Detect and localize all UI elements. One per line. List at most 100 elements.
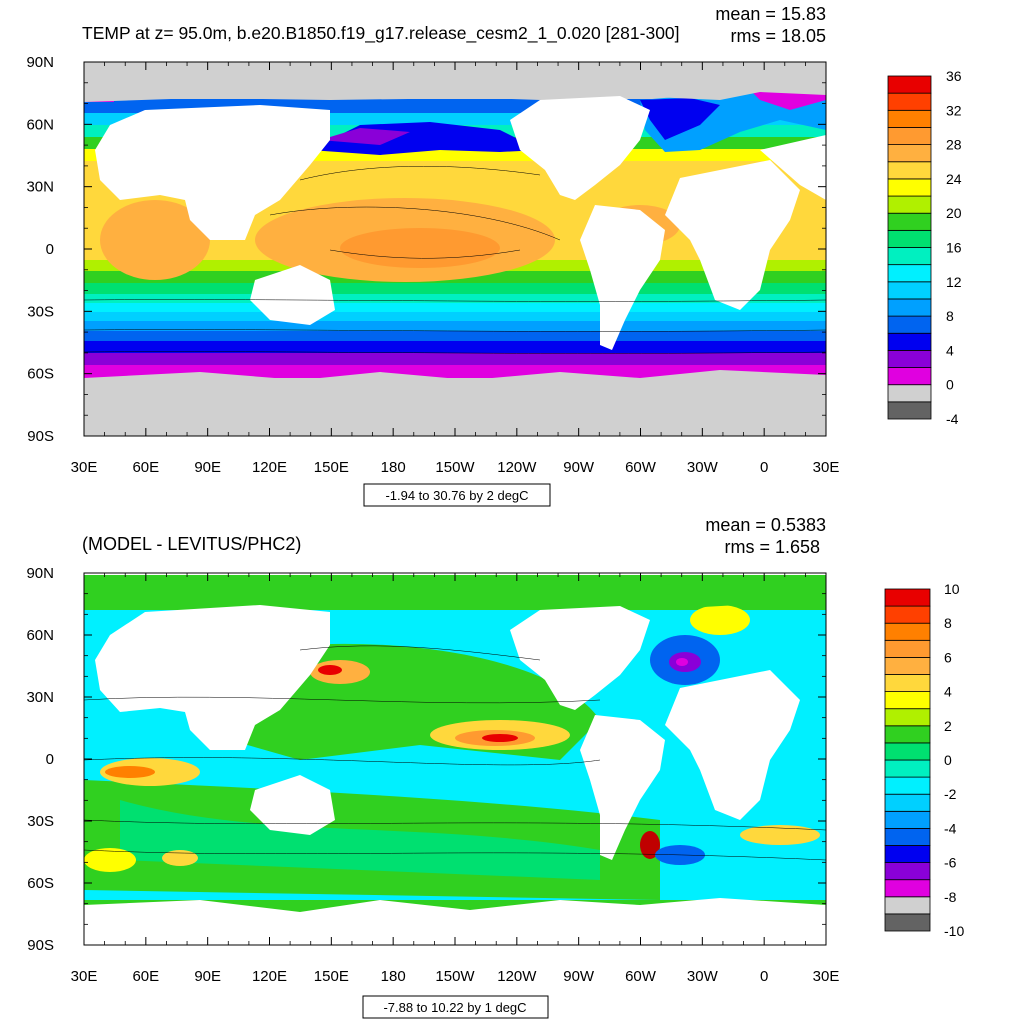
y-tick-label: 60N [26,116,54,133]
colorbar-box [887,264,932,283]
colorbar-box [884,674,931,693]
x-tick-label: 30E [813,968,840,985]
colorbar-box [884,639,931,658]
bottom-panel: (MODEL - LEVITUS/PHC2) mean = 0.5383 rms… [26,515,964,1019]
colorbar-label: 6 [944,649,952,665]
x-tick-label: 30W [687,968,719,985]
colorbar-box [887,144,932,163]
x-tick-label: 0 [760,968,768,985]
colorbar-box [887,178,932,197]
colorbar-box [884,691,931,710]
y-tick-label: 90S [27,937,54,954]
colorbar-box [884,845,931,864]
colorbar-box [884,657,931,675]
colorbar-label: 8 [946,308,954,324]
bottom-contour-info-box [362,995,549,1019]
colorbar-box [884,828,931,846]
x-tick-label: 180 [381,968,406,985]
top-title: TEMP at z= 95.0m, b.e20.B1850.f19_g17.re… [82,23,680,44]
x-tick-label: 90W [563,968,595,985]
bottom-title: (MODEL - LEVITUS/PHC2) [82,534,301,554]
colorbar-box [887,109,932,128]
colorbar-label: -4 [946,411,959,427]
colorbar-label: 16 [946,240,962,256]
colorbar-box [887,161,932,180]
colorbar-label: 24 [946,171,962,187]
y-tick-label: 30S [27,303,54,320]
y-tick-label: 30S [27,813,54,830]
x-tick-label: 30W [687,459,719,476]
y-tick-label: 60N [26,627,54,644]
colorbar-label: 4 [944,684,952,700]
colorbar-label: 36 [946,68,962,84]
x-tick-label: 30E [71,968,98,985]
x-tick-label: 120W [497,968,537,985]
colorbar-box [887,75,932,94]
x-tick-label: 60W [625,459,657,476]
x-tick-label: 0 [760,459,768,476]
colorbar-box [887,195,932,214]
bottom-axes: 30E 60E 90E 120E 150E 180 150W 120W 90W 60W 30W 0 30… [26,565,839,985]
x-tick-label: 120E [252,459,287,476]
top-panel: TEMP at z= 95.0m, b.e20.B1850.f19_g17.re… [26,4,962,507]
y-tick-label: 60S [27,875,54,892]
colorbar-box [884,588,931,607]
y-tick-label: 0 [46,241,54,258]
colorbar-box [884,896,931,915]
colorbar-box [887,127,932,145]
colorbar-label: 28 [946,137,962,153]
colorbar-box [884,776,931,795]
colorbar-label: 4 [946,342,954,358]
x-tick-label: 150E [314,968,349,985]
x-tick-label: 60E [132,968,159,985]
colorbar-label: -6 [944,855,957,871]
x-tick-label: 90E [194,459,221,476]
colorbar-label: 12 [946,274,962,290]
x-tick-label: 150W [435,968,475,985]
colorbar-box [884,725,931,744]
y-tick-label: 30N [26,689,54,706]
y-tick-label: 90N [26,565,54,582]
y-tick-label: 90N [26,54,54,71]
colorbar-box [887,298,932,317]
top-contour-info-box [363,483,551,507]
colorbar-label: 20 [946,205,962,221]
colorbar-box [887,247,932,266]
bottom-mean-label: mean = 0.5383 [705,515,826,535]
x-tick-label: 90E [194,968,221,985]
top-axes: 30E 60E 90E 120E 150E 180 150W 120W 90W 60W 30W 0 30… [26,54,839,476]
y-tick-label: 30N [26,179,54,196]
colorbar-label: -8 [944,889,957,905]
top-colorbar [887,75,932,420]
colorbar-box [887,332,932,351]
top-map-field [84,62,826,436]
colorbar-box [887,281,932,300]
colorbar-label: 2 [944,718,952,734]
x-tick-label: 30E [71,459,98,476]
top-mean-label: mean = 15.83 [715,4,826,24]
colorbar-label: 10 [944,581,960,597]
top-colorbar-labels: 36 32 28 24 20 16 12 8 4 0 -4 [946,68,962,427]
colorbar-box [884,810,931,829]
colorbar-box [887,349,932,368]
colorbar-box [887,315,932,334]
x-tick-label: 120E [252,968,287,985]
bottom-map-field [84,573,826,945]
colorbar-box [887,367,932,386]
colorbar-label: -4 [944,820,957,836]
y-tick-label: 0 [46,751,54,768]
colorbar-box [884,862,931,881]
bottom-colorbar-labels: 10 8 6 4 2 0 -2 -4 -6 -8 -10 [944,581,964,939]
top-rms-label: rms = 18.05 [730,26,826,46]
y-tick-label: 60S [27,366,54,383]
colorbar-label: 32 [946,102,962,118]
x-tick-label: 120W [497,459,537,476]
colorbar-label: 0 [944,752,952,768]
colorbar-label: 0 [946,377,954,393]
colorbar-box [887,229,932,248]
colorbar-box [884,879,931,898]
x-tick-label: 90W [563,459,595,476]
colorbar-box [884,708,931,727]
y-tick-label: 90S [27,428,54,445]
colorbar-box [884,793,931,812]
